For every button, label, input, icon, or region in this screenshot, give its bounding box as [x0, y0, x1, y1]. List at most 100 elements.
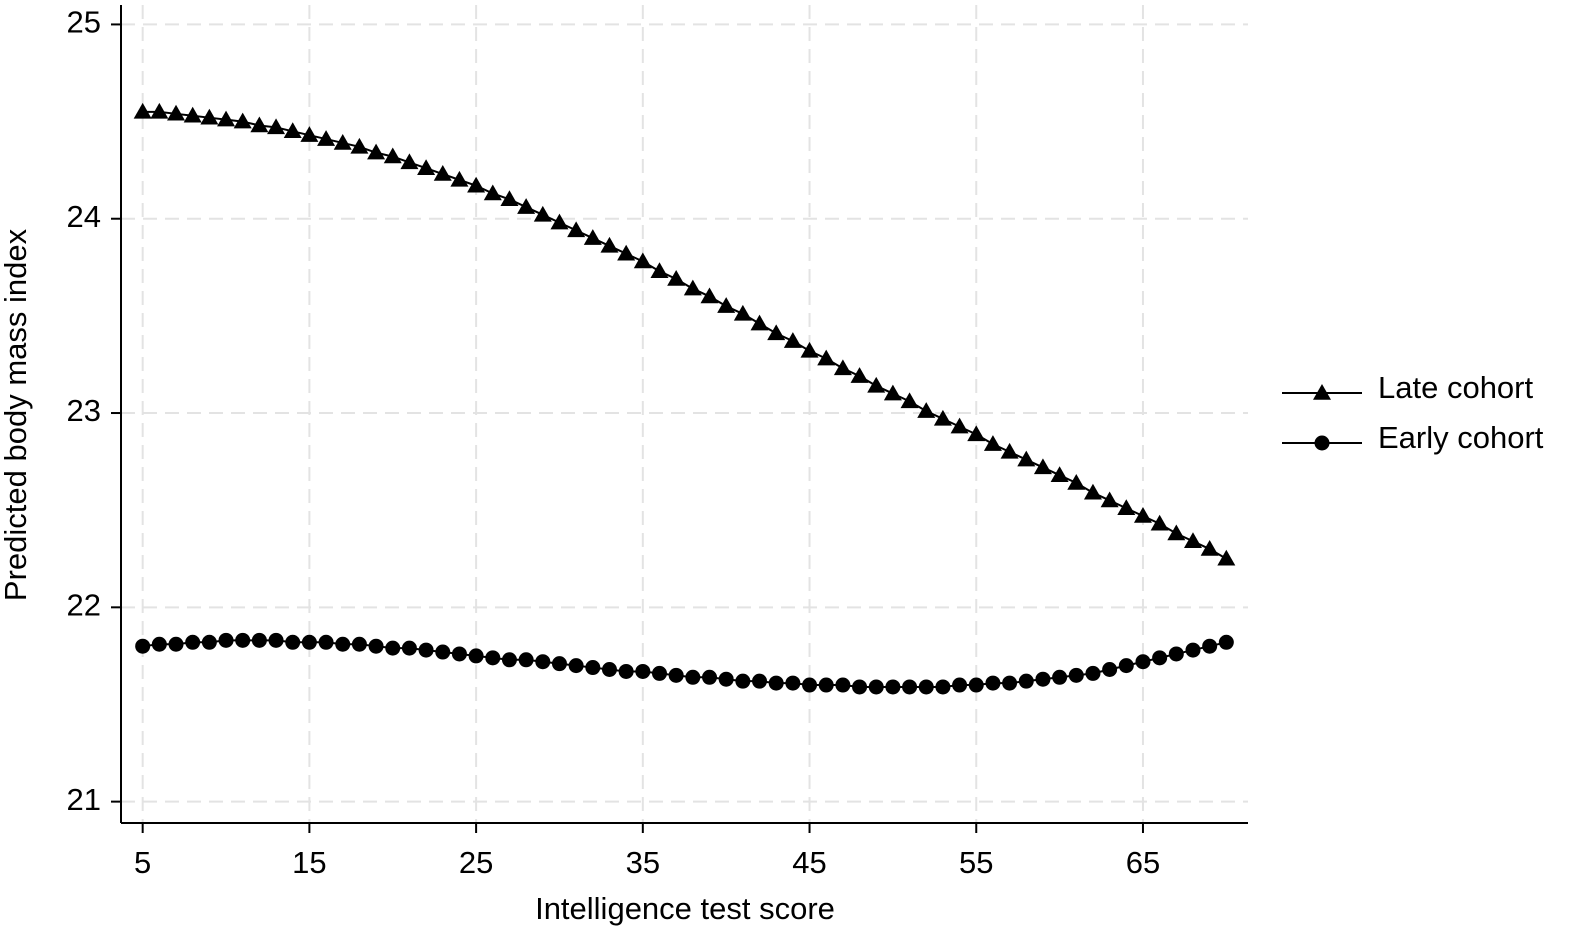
data-point — [1168, 646, 1184, 662]
data-point — [885, 679, 901, 695]
y-tick-label: 21 — [67, 782, 101, 817]
data-point — [852, 679, 868, 695]
data-point — [733, 304, 752, 321]
data-point — [1202, 638, 1218, 654]
data-point — [985, 675, 1001, 691]
data-point — [201, 634, 217, 650]
data-point — [385, 640, 401, 656]
data-point — [133, 102, 152, 119]
data-point — [1200, 540, 1219, 556]
data-point — [400, 153, 419, 170]
data-point — [368, 638, 384, 654]
data-point — [583, 229, 602, 245]
x-tick-label: 25 — [459, 845, 493, 880]
data-point — [650, 262, 669, 278]
data-point — [635, 663, 651, 679]
data-point — [1000, 442, 1019, 459]
data-point — [168, 636, 184, 652]
data-point — [585, 660, 601, 676]
y-tick-label: 25 — [67, 5, 101, 40]
data-point — [567, 221, 586, 238]
data-point — [500, 190, 519, 207]
data-point — [1035, 671, 1051, 687]
data-point — [485, 650, 501, 666]
data-point — [1068, 667, 1084, 683]
data-point — [1185, 642, 1201, 658]
data-point — [717, 297, 736, 313]
data-point — [235, 632, 251, 648]
data-point — [785, 675, 801, 691]
data-point — [451, 646, 467, 662]
data-point — [283, 122, 302, 139]
data-point — [1183, 532, 1202, 549]
data-point — [818, 677, 834, 693]
data-point — [467, 176, 486, 193]
data-point — [300, 126, 319, 142]
data-point — [750, 314, 769, 331]
data-point — [1085, 665, 1101, 681]
data-point — [218, 632, 234, 648]
data-point — [983, 435, 1002, 451]
data-point — [417, 159, 436, 175]
y-tick-label: 22 — [67, 588, 101, 623]
x-tick-label: 35 — [626, 845, 660, 880]
data-point — [550, 213, 569, 230]
data-point — [518, 652, 534, 668]
data-point — [350, 137, 369, 154]
data-point — [568, 658, 584, 674]
data-point — [1117, 499, 1136, 515]
data-point — [633, 252, 652, 269]
data-point — [1067, 473, 1086, 490]
data-point — [850, 367, 869, 383]
data-point — [1102, 662, 1118, 678]
data-point — [618, 663, 634, 679]
data-point — [1152, 650, 1168, 666]
data-point — [183, 106, 202, 123]
data-point — [900, 392, 919, 409]
data-point — [335, 636, 351, 652]
data-point — [267, 118, 286, 135]
data-point — [683, 279, 702, 296]
data-point — [1150, 514, 1169, 531]
data-point — [468, 648, 484, 664]
data-point — [802, 677, 818, 693]
data-point — [483, 184, 502, 201]
data-point — [918, 679, 934, 695]
data-point — [1083, 483, 1102, 500]
data-point — [200, 108, 219, 125]
data-point — [1002, 675, 1018, 691]
data-point — [501, 652, 517, 668]
data-point — [1218, 634, 1234, 650]
data-point — [685, 669, 701, 685]
x-tick-label: 5 — [134, 845, 151, 880]
y-axis-label: Predicted body mass index — [0, 228, 33, 601]
data-point — [217, 110, 236, 127]
data-point — [735, 673, 751, 689]
data-point — [967, 425, 986, 442]
data-point — [933, 409, 952, 426]
data-point — [1135, 654, 1151, 670]
data-point — [752, 673, 768, 689]
data-point — [185, 634, 201, 650]
data-point — [651, 665, 667, 681]
data-point — [768, 675, 784, 691]
data-point — [551, 656, 567, 672]
data-point — [935, 679, 951, 695]
legend-label: Late cohort — [1378, 370, 1533, 405]
data-point — [401, 640, 417, 656]
data-point — [1167, 524, 1186, 541]
x-tick-label: 15 — [292, 845, 326, 880]
data-point — [600, 236, 619, 253]
data-point — [718, 671, 734, 687]
legend-label: Early cohort — [1378, 420, 1544, 455]
data-point — [535, 654, 551, 670]
data-point — [767, 324, 786, 341]
data-point — [517, 198, 536, 214]
legend-marker — [1313, 384, 1331, 400]
data-point — [1017, 450, 1036, 467]
data-point — [783, 332, 802, 348]
data-point — [150, 102, 169, 119]
x-axis-label: Intelligence test score — [535, 891, 835, 926]
data-point — [868, 679, 884, 695]
